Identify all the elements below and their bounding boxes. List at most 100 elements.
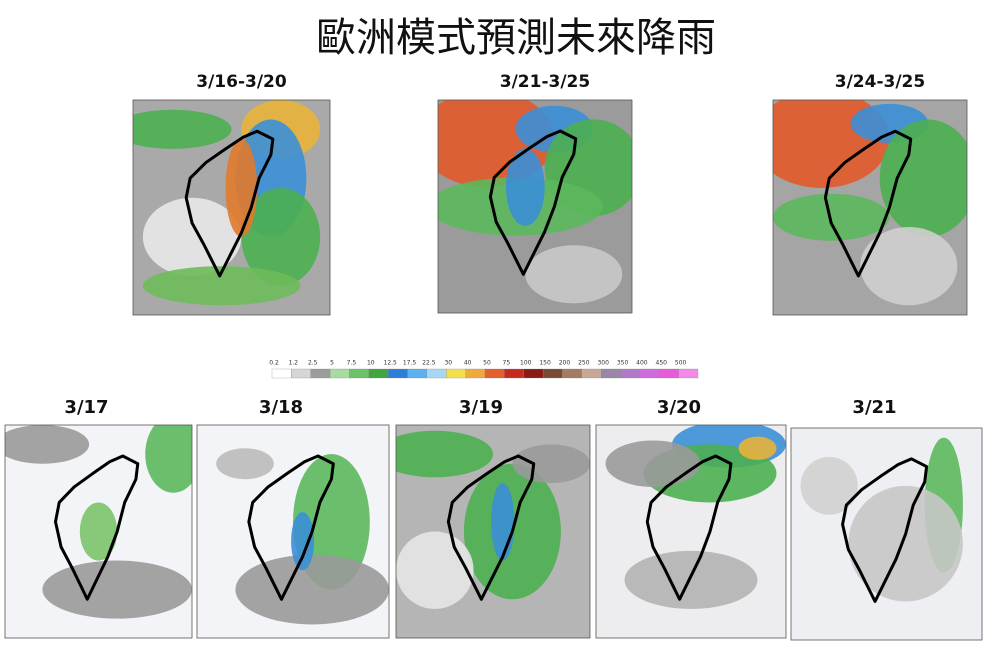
rain-area xyxy=(505,148,545,226)
scale-label: 200 xyxy=(559,360,571,367)
rain-map xyxy=(197,425,389,638)
rain-area xyxy=(800,456,858,515)
scale-swatch xyxy=(368,368,389,379)
map-frame xyxy=(196,424,390,639)
scale-label: 450 xyxy=(656,360,668,367)
rain-area xyxy=(738,436,777,460)
scale-swatch xyxy=(310,368,331,379)
rain-area xyxy=(860,227,958,306)
scale-swatch xyxy=(329,368,350,379)
period-label: 3/16-3/20 xyxy=(196,72,287,92)
taiwan-outline xyxy=(490,131,575,274)
scale-swatch xyxy=(523,368,544,379)
scale-label: 500 xyxy=(675,360,687,367)
day-label: 3/21 xyxy=(852,397,896,418)
taiwan-outline xyxy=(843,459,927,602)
rain-area xyxy=(624,550,758,609)
rain-map xyxy=(791,428,982,640)
scale-label: 0.2 xyxy=(269,360,279,367)
scale-label: 75 xyxy=(503,360,511,367)
rain-area xyxy=(512,444,590,484)
rain-map xyxy=(396,425,590,638)
rain-map xyxy=(133,100,330,315)
map-frame xyxy=(595,424,787,639)
rain-area xyxy=(225,139,258,237)
map-frame xyxy=(772,99,968,316)
scale-label: 12.5 xyxy=(384,360,398,367)
scale-swatch xyxy=(581,368,602,379)
rain-area xyxy=(235,554,389,625)
scale-label: 10 xyxy=(367,360,375,367)
rain-area xyxy=(525,245,623,304)
rain-area xyxy=(5,425,90,464)
rain-area xyxy=(879,119,967,237)
scale-label: 1.2 xyxy=(289,360,299,367)
scale-swatch xyxy=(601,368,621,379)
scale-swatch xyxy=(446,368,466,379)
rain-area xyxy=(848,485,963,602)
day-label: 3/17 xyxy=(64,397,108,418)
day-label: 3/20 xyxy=(657,397,701,418)
rain-area xyxy=(145,425,192,493)
rain-area xyxy=(241,187,321,286)
scale-label: 2.5 xyxy=(308,360,318,367)
scale-swatch xyxy=(349,368,369,379)
page-title: 歐洲模式預測未來降雨 xyxy=(316,15,716,61)
map-frame xyxy=(437,99,633,314)
scale-label: 400 xyxy=(636,360,648,367)
period-label: 3/21-3/25 xyxy=(500,72,590,92)
scale-swatch xyxy=(504,368,524,379)
scale-label: 50 xyxy=(483,360,491,367)
day-label: 3/18 xyxy=(259,397,303,418)
scale-label: 100 xyxy=(520,360,532,367)
rain-area xyxy=(133,109,232,149)
taiwan-outline xyxy=(249,456,333,599)
rain-area xyxy=(396,430,493,478)
scale-label: 7.5 xyxy=(347,360,357,367)
scale-swatch xyxy=(620,368,641,379)
scale-label: 150 xyxy=(539,360,551,367)
taiwan-outline xyxy=(825,131,910,276)
scale-swatch xyxy=(484,368,505,379)
day-label: 3/19 xyxy=(459,397,503,418)
scale-swatch xyxy=(659,368,679,379)
scale-label: 17.5 xyxy=(403,360,417,367)
scale-swatch xyxy=(465,368,486,379)
scale-swatch xyxy=(562,368,582,379)
rain-map xyxy=(5,425,192,638)
scale-label: 40 xyxy=(464,360,472,367)
rain-area xyxy=(79,502,118,561)
taiwan-outline xyxy=(55,456,137,599)
scale-label: 22.5 xyxy=(422,360,436,367)
rain-area xyxy=(491,483,515,561)
scale-swatch xyxy=(678,368,699,379)
rain-area xyxy=(396,531,474,609)
rain-map xyxy=(438,100,632,313)
rain-map xyxy=(596,425,786,638)
taiwan-outline xyxy=(647,456,731,599)
rain-area xyxy=(42,560,192,619)
rain-map xyxy=(773,100,967,315)
scale-label: 300 xyxy=(597,360,609,367)
rain-area xyxy=(142,197,242,276)
map-frame xyxy=(395,424,591,639)
rain-area xyxy=(216,448,274,480)
scale-label: 30 xyxy=(444,360,452,367)
scale-swatch xyxy=(271,368,292,379)
map-frame xyxy=(4,424,193,639)
rain-area xyxy=(291,512,315,571)
rain-area xyxy=(142,266,301,306)
taiwan-outline xyxy=(186,131,273,276)
scale-swatch xyxy=(388,368,408,379)
scale-swatch xyxy=(426,368,447,379)
scale-swatch xyxy=(407,368,428,379)
rain-area xyxy=(605,440,701,487)
scale-swatch xyxy=(542,368,563,379)
scale-swatch xyxy=(291,368,311,379)
scale-label: 5 xyxy=(330,360,334,367)
scale-label: 350 xyxy=(617,360,629,367)
map-frame xyxy=(132,99,331,316)
scale-label: 250 xyxy=(578,360,590,367)
